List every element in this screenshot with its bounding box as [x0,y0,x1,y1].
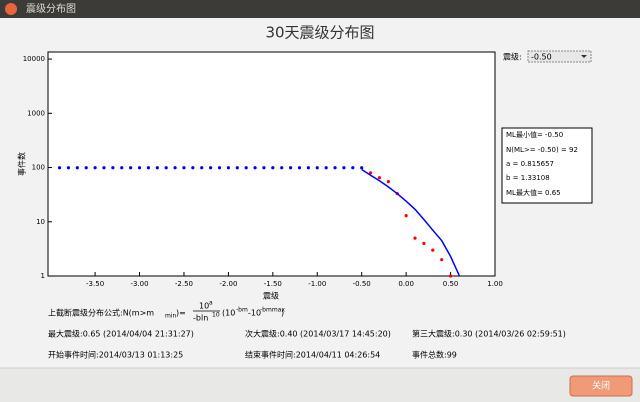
formula-sup: a [209,300,213,307]
data-point [422,241,426,245]
data-point [235,166,239,170]
magnitude-label: 震级: [503,52,522,62]
data-point [200,166,204,170]
x-tick-label: -2.00 [219,280,237,288]
formula-sup: -bmmax [260,307,285,314]
data-point [324,166,328,170]
data-point [413,236,417,240]
info-box [501,127,593,204]
data-point [93,166,97,170]
data-point [146,166,151,170]
formula-text: (10 [222,309,235,318]
data-point [377,176,382,180]
magnitude-select[interactable] [527,50,592,63]
y-axis-label: 事件数 [17,152,27,176]
y-tick-label: 1 [41,272,45,280]
data-point [57,166,62,170]
info-line: ML最小值= -0.50 [506,130,563,139]
window-title: 震级分布图 [26,3,76,15]
info-line: N(ML>= -0.50) = 92 [506,146,578,154]
formula-text: -10 [248,309,261,318]
plot-area [47,51,496,277]
data-point [289,166,293,170]
data-point [306,166,310,170]
stat: 最大震级:0.65 (2014/04/04 21:31:27) [48,329,194,339]
data-point [280,166,284,170]
data-point [440,258,444,262]
data-point [66,166,71,170]
data-point [404,213,408,218]
data-point [431,248,435,252]
stat: 结束事件时间:2014/04/11 04:26:54 [245,350,380,360]
formula-text: )= [176,309,186,318]
button-bar [0,368,640,402]
close-button-label[interactable]: 关闭 [592,380,610,392]
x-tick-label: 0.50 [443,280,459,288]
data-point [244,166,248,170]
data-point [386,180,390,184]
data-point [262,166,266,170]
fit-line [361,168,461,277]
data-point [297,166,302,170]
data-point [120,166,124,170]
info-line: ML最大值= 0.65 [506,188,561,197]
data-point [217,166,222,170]
x-tick-label: 0.00 [398,280,414,288]
data-point [173,166,177,170]
data-point [155,166,159,170]
x-axis-label: 震级 [263,291,279,301]
data-point [360,166,364,170]
stat: 第三大震级:0.30 (2014/03/26 02:59:51) [412,329,566,339]
data-point [368,171,373,175]
magnitude-value[interactable]: -0.50 [531,53,552,62]
data-point [351,166,355,170]
dropdown-arrow [581,55,587,58]
x-tick-label: -1.00 [308,280,326,288]
data-point [226,166,230,170]
x-tick-label: 1.00 [487,280,503,288]
data-point [84,166,88,170]
stat: 事件总数:99 [412,350,457,360]
data-point [111,166,115,170]
data-point [75,166,79,170]
chart-title: 30天震级分布图 [265,24,374,42]
x-tick-label: -3.00 [130,280,148,288]
data-point [448,274,453,278]
x-tick-label: -1.50 [264,280,282,288]
formula-text: ) [281,309,284,318]
data-point [182,166,186,170]
formula-sub: min [165,313,177,320]
formula-text: 上截断震级分布公式:N(m>m [48,308,154,318]
y-tick-label: 10 [36,218,45,226]
data-point [333,166,337,170]
data-point [129,166,133,170]
data-point [315,166,319,170]
stat: 次大震级:0.40 (2014/03/17 14:45:20) [245,329,391,339]
y-tick-label: 100 [32,164,45,172]
data-point [164,166,168,170]
info-line: b = 1.33108 [506,174,550,182]
stat: 开始事件时间:2014/03/13 01:13:25 [48,350,183,360]
formula-num: 10 [199,302,209,311]
formula-sup: -bm [236,307,248,314]
close-icon[interactable] [5,3,17,15]
data-point [102,166,106,170]
x-tick-label: -2.50 [175,280,193,288]
formula-den: -bln [193,314,208,323]
x-tick-label: -3.50 [86,280,104,288]
data-point [209,166,213,170]
formula-sup: 10 [212,312,220,319]
data-point [191,166,195,170]
x-tick-label: -0.50 [353,280,371,288]
close-button[interactable] [569,375,633,397]
y-tick-label: 1000 [27,109,45,117]
data-point [271,166,275,170]
y-tick-label: 10000 [23,55,45,63]
title-bar [0,0,640,18]
info-line: a = 0.815657 [506,160,554,168]
data-point [137,166,142,170]
data-point [342,166,346,170]
data-point [253,166,257,170]
